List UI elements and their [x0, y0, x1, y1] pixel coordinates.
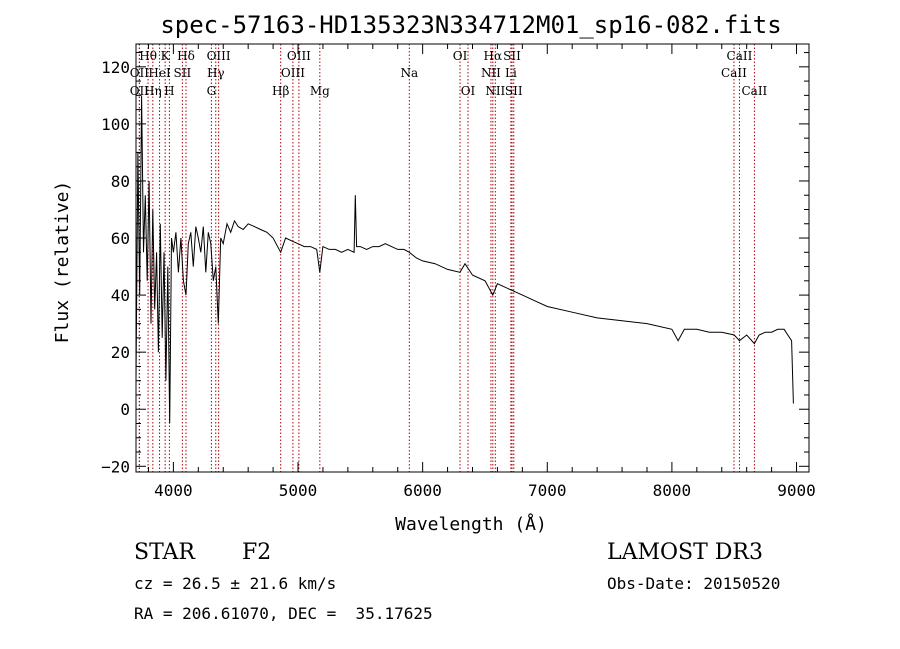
line-label: CaII	[741, 84, 767, 98]
spectrum-line	[135, 95, 794, 424]
line-label: SII	[174, 66, 192, 80]
line-label: OIII	[287, 49, 311, 63]
line-label: CaII	[727, 49, 753, 63]
y-axis-label: Flux (relative)	[52, 181, 73, 344]
line-label: Hδ	[177, 49, 195, 63]
line-label: OII	[130, 66, 150, 80]
line-label: Na	[400, 66, 418, 80]
plot-frame	[135, 43, 810, 473]
x-axis-label: Wavelength (Å)	[395, 513, 547, 535]
line-label: NII	[481, 66, 501, 80]
line-label: OI	[453, 49, 468, 63]
object-class: STAR	[134, 540, 195, 565]
x-tick-label: 4000	[154, 481, 193, 500]
line-label: Hγ	[207, 66, 225, 80]
line-label: OIII	[207, 49, 231, 63]
object-subclass: F2	[242, 540, 272, 565]
line-label: SII	[503, 49, 521, 63]
line-label: NII	[485, 84, 505, 98]
y-tick-label: 80	[111, 172, 130, 191]
line-label: Hη	[144, 84, 162, 98]
line-label: G	[207, 84, 217, 98]
x-tick-label: 6000	[403, 481, 442, 500]
y-tick-label: −20	[101, 457, 130, 476]
line-label: OII	[130, 84, 150, 98]
x-tick-label: 7000	[528, 481, 567, 500]
y-tick-label: 0	[120, 400, 130, 419]
chart-title: spec-57163-HD135323N334712M01_sp16-082.f…	[160, 11, 781, 39]
y-tick-label: 40	[111, 286, 130, 305]
observation-date: Obs-Date: 20150520	[607, 574, 781, 593]
y-tick-label: 20	[111, 343, 130, 362]
line-label: HeI	[148, 66, 171, 80]
redshift-velocity: cz = 26.5 ± 21.6 km/s	[134, 574, 337, 593]
y-tick-label: 120	[101, 58, 130, 77]
line-label: Hα	[484, 49, 503, 63]
line-label: OIII	[281, 66, 305, 80]
line-label: K	[161, 49, 171, 63]
survey-name: LAMOST DR3	[607, 540, 763, 565]
line-label: CaII	[721, 66, 747, 80]
line-label: Mg	[310, 84, 330, 98]
axis-ticks: 4000 5000 6000 7000 8000 9000 −20 0 20 40 60 80 100 1…	[101, 44, 816, 500]
line-label: Hβ	[272, 84, 289, 98]
y-tick-label: 60	[111, 229, 130, 248]
x-tick-label: 5000	[279, 481, 318, 500]
y-tick-label: 100	[101, 115, 130, 134]
line-label: Li	[505, 66, 517, 80]
line-label: OI	[461, 84, 476, 98]
x-tick-label: 8000	[653, 481, 692, 500]
x-tick-label: 9000	[777, 481, 816, 500]
coordinates: RA = 206.61070, DEC = 35.17625	[134, 604, 433, 623]
line-label: H	[164, 84, 174, 98]
emission-absorption-lines	[138, 44, 755, 472]
line-label: Hθ	[139, 49, 157, 63]
line-label: SII	[505, 84, 523, 98]
